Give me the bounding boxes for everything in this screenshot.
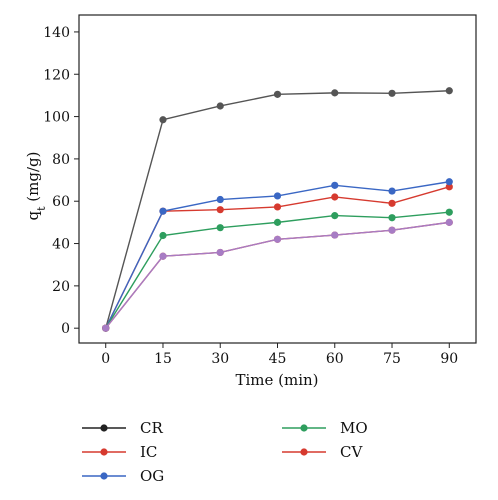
data-point: [445, 218, 453, 226]
data-point: [159, 231, 167, 240]
legend-swatch-marker: [100, 472, 108, 480]
y-tick-label: 100: [43, 110, 70, 126]
legend-label: CR: [140, 419, 163, 437]
data-point: [445, 178, 453, 186]
data-point: [159, 252, 167, 260]
legend-item-cv: CV: [282, 443, 363, 461]
series-og: [102, 178, 453, 332]
data-point: [388, 187, 396, 195]
data-point: [273, 203, 282, 211]
legend-swatch-marker: [100, 448, 108, 456]
x-tick-label: 90: [440, 351, 458, 367]
data-point: [388, 214, 396, 222]
data-point: [102, 324, 110, 332]
axes: 0 15 30 45 60 75 90 0 20 40 60 80 100 120 140: [43, 14, 477, 367]
legend-label: MO: [340, 419, 368, 437]
y-axis-title: qt (mg/g): [24, 152, 48, 221]
series-cr: [102, 87, 453, 332]
data-point: [388, 226, 396, 234]
y-tick-label: 140: [43, 25, 70, 41]
data-point: [273, 90, 282, 98]
legend-label: IC: [140, 443, 157, 461]
data-point: [331, 231, 339, 239]
data-point: [331, 89, 339, 97]
legend-label: CV: [340, 443, 363, 461]
legend-swatch-marker: [100, 424, 108, 432]
data-point: [159, 116, 167, 124]
data-point: [216, 102, 224, 110]
y-tick-label: 80: [52, 152, 70, 168]
y-tick-label: 60: [52, 194, 70, 210]
data-point: [445, 87, 453, 95]
series-unlabeled-5: [102, 218, 453, 332]
legend-item-mo: MO: [282, 419, 368, 437]
legend-item-ic: IC: [82, 443, 157, 461]
x-tick-label: 60: [326, 351, 344, 367]
data-point: [273, 192, 282, 200]
legend-swatch-marker: [300, 424, 308, 432]
legend-item-cr: CR: [82, 419, 163, 437]
data-point: [273, 235, 282, 243]
legend-swatch-marker: [300, 448, 308, 456]
x-tick-label: 15: [154, 351, 172, 367]
x-tick-label: 30: [211, 351, 229, 367]
data-point: [445, 208, 453, 216]
data-point: [273, 218, 282, 226]
plot-frame: [78, 14, 477, 344]
y-tick-label: 40: [52, 237, 70, 253]
data-point: [445, 183, 453, 191]
y-tick-label: 0: [61, 321, 70, 337]
data-point: [388, 89, 396, 97]
data-point: [216, 206, 224, 214]
x-tick-label: 75: [383, 351, 401, 367]
legend-label: OG: [140, 467, 164, 485]
data-point: [216, 248, 224, 257]
data-point: [331, 181, 339, 189]
plot-area: [102, 87, 453, 332]
x-axis-title: Time (min): [235, 371, 318, 389]
data-point: [331, 193, 339, 201]
data-point: [388, 199, 396, 207]
data-point: [216, 224, 224, 232]
x-tick-label: 45: [269, 351, 287, 367]
data-point: [159, 207, 167, 215]
data-point: [331, 212, 339, 220]
series-ic: [102, 183, 453, 332]
y-tick-label: 20: [52, 279, 70, 295]
y-tick-label: 120: [43, 67, 70, 83]
legend-item-og: OG: [82, 467, 164, 485]
legend: CR IC OG MO CV: [82, 419, 368, 485]
data-point: [216, 195, 224, 204]
x-tick-label: 0: [101, 351, 110, 367]
